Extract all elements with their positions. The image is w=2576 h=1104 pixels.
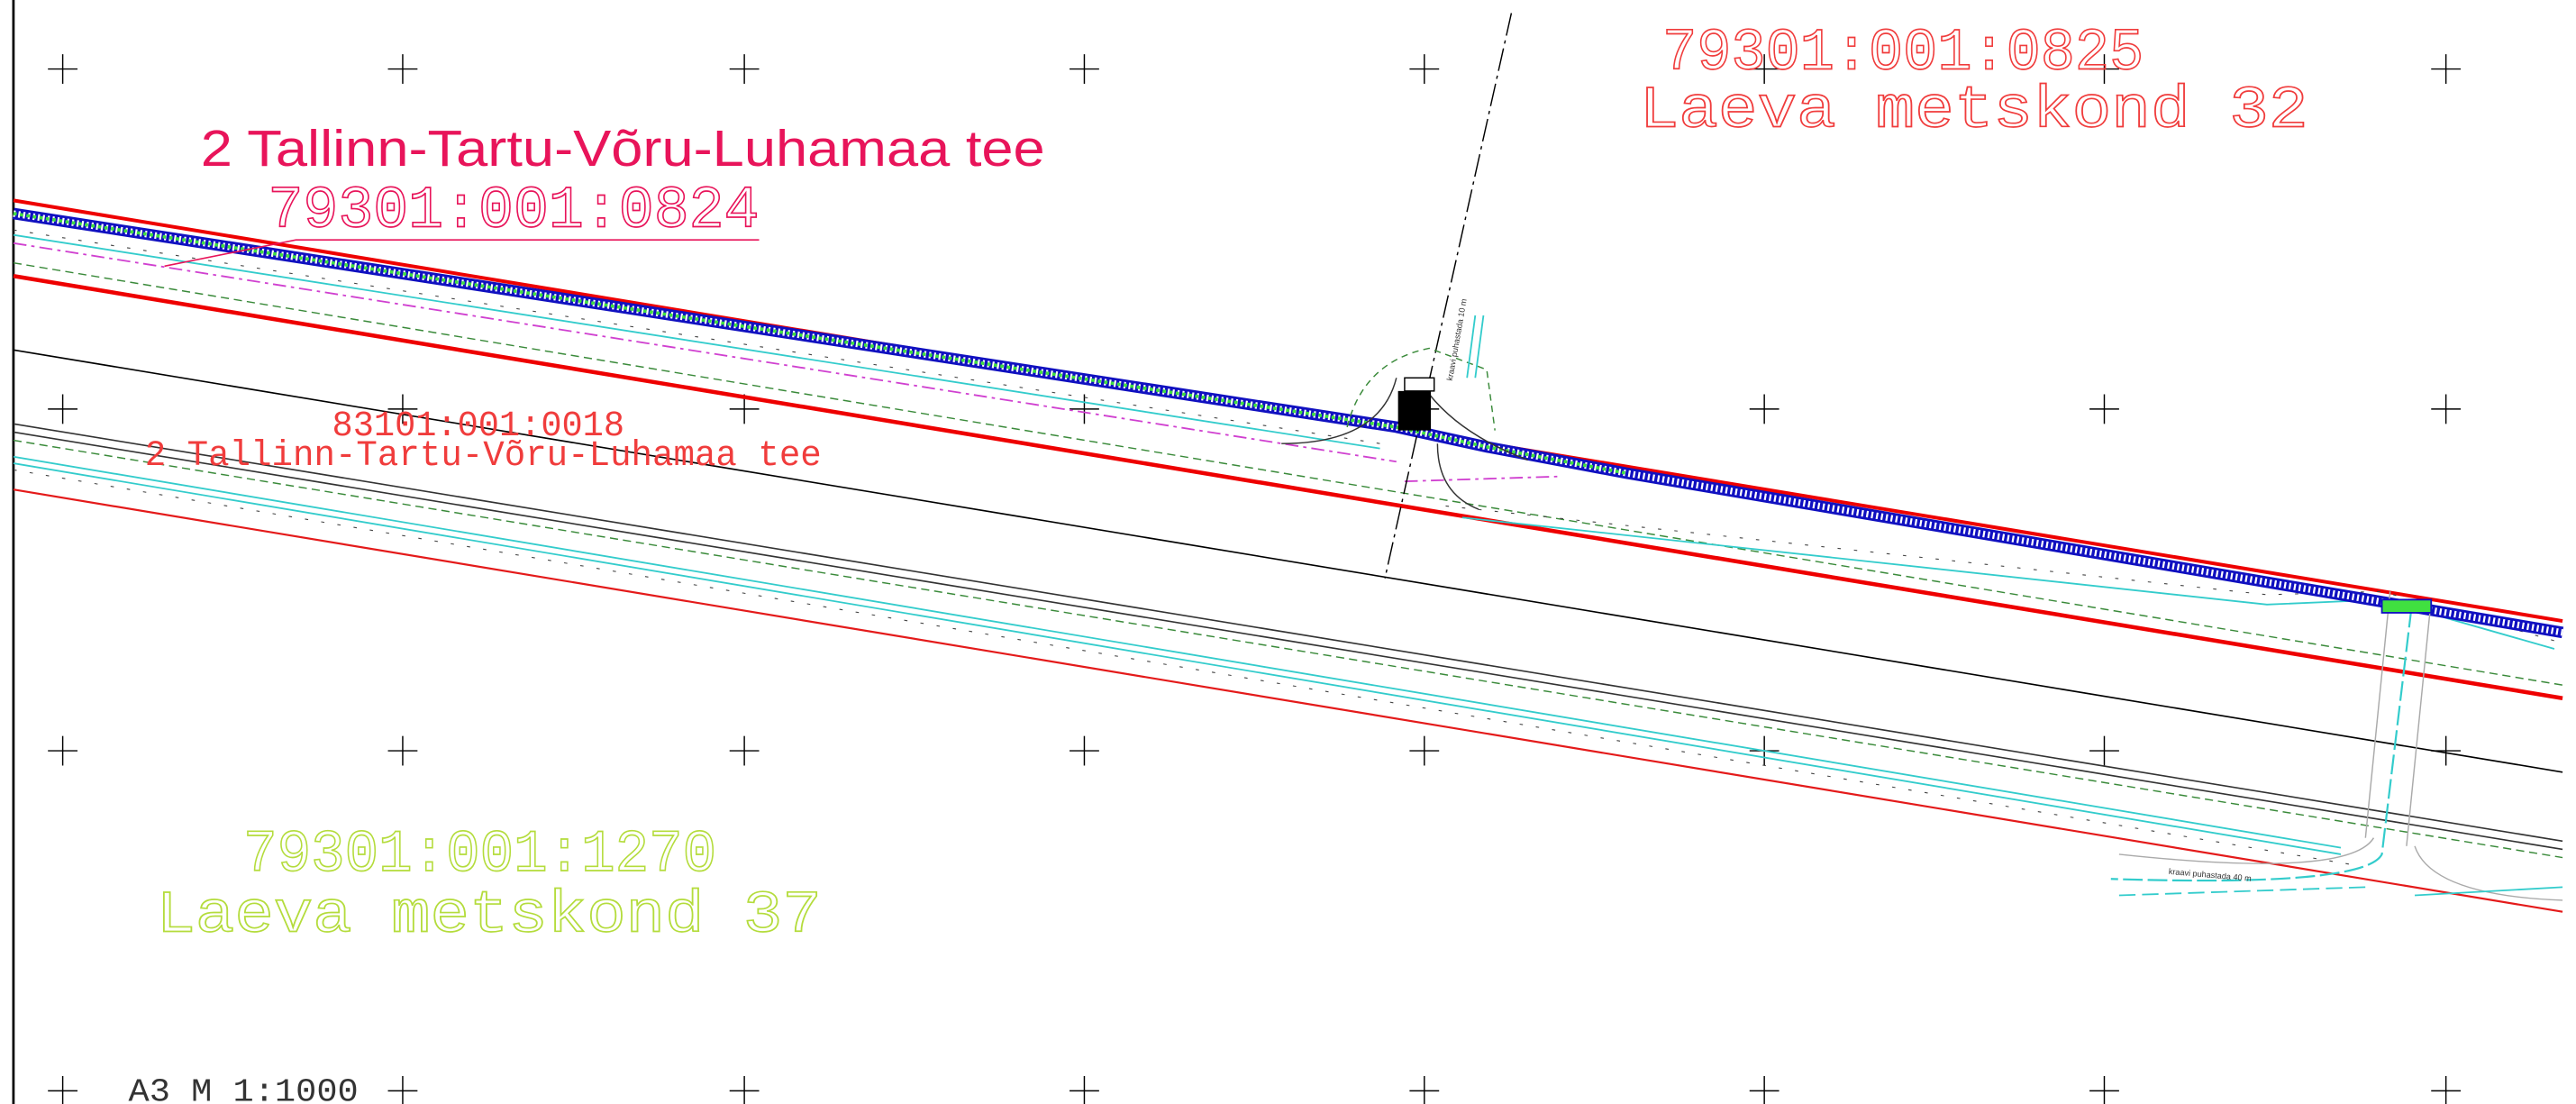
grid-crosses <box>48 54 2462 1104</box>
boundary-line <box>13 274 2563 700</box>
ditch <box>2414 886 2563 897</box>
culvert <box>1404 377 1435 392</box>
access-road <box>2118 591 2563 901</box>
dashed-line <box>13 439 2563 859</box>
dashed-line <box>1346 347 1496 431</box>
cable-line <box>13 242 1397 463</box>
road-edge <box>13 431 2563 851</box>
culvert <box>2380 598 2433 614</box>
parcel-name: Laeva metskond 37 <box>157 882 822 950</box>
ditch <box>1466 315 1477 379</box>
ditch <box>2110 607 2413 882</box>
leader-line <box>164 239 760 268</box>
hatched-band <box>13 210 2563 636</box>
parcel-id: 83101:001:0018 <box>332 406 624 447</box>
axis-line <box>1384 13 1513 579</box>
ditch <box>13 233 1380 450</box>
slope-marks <box>13 229 1380 444</box>
parcel-id: 79301:001:1270 <box>243 821 716 889</box>
boundary-line <box>13 488 2563 913</box>
parcel-name: 2 Tallinn-Tartu-Võru-Luhamaa tee <box>201 120 1045 177</box>
ditch <box>13 455 2342 849</box>
parcel-id: 79301:001:0825 <box>1662 20 2144 87</box>
junction-curve <box>1281 378 1528 510</box>
ditch <box>13 462 2342 855</box>
parcel-name: Laeva metskond 32 <box>1640 77 2308 144</box>
hatched-band <box>13 212 1627 475</box>
dashed-line <box>13 261 2563 686</box>
ditch <box>2118 886 2366 897</box>
centre-line <box>13 349 2563 773</box>
parcel-name: 2 Tallinn-Tartu-Võru-Luhamaa tee <box>145 436 822 477</box>
slope-marks <box>1445 505 2555 642</box>
ditch <box>1461 516 2555 650</box>
parcel-id: 79301:001:0824 <box>268 178 759 245</box>
ditch <box>1474 315 1485 379</box>
road-edge <box>13 423 2563 843</box>
scale-label: A3 M 1:1000 <box>129 1073 359 1104</box>
culvert <box>1397 390 1432 431</box>
slope-marks <box>13 469 2350 865</box>
